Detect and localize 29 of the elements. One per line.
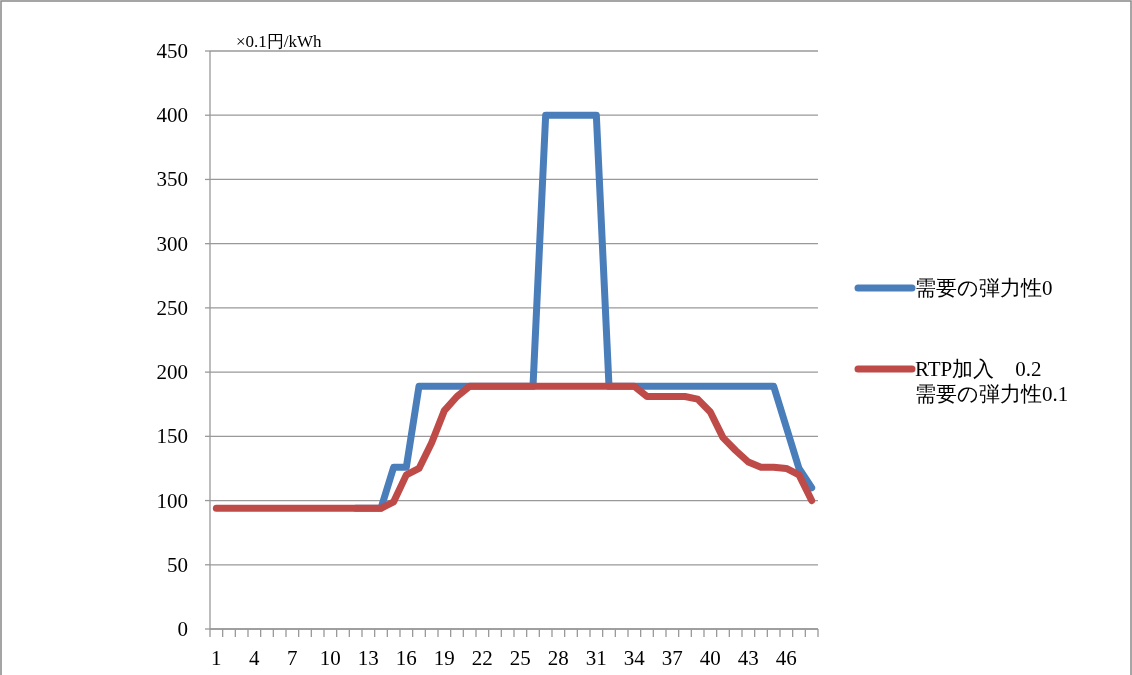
legend-label: RTP加入 0.2 需要の弾力性0.1 bbox=[915, 357, 1069, 406]
x-tick-label: 25 bbox=[509, 646, 531, 670]
x-tick-label: 1 bbox=[211, 646, 222, 670]
x-tick-label: 22 bbox=[471, 646, 493, 670]
x-tick-label: 34 bbox=[623, 646, 646, 670]
x-tick-label: 7 bbox=[287, 646, 298, 670]
x-tick-label: 13 bbox=[357, 646, 379, 670]
y-tick-label: 100 bbox=[156, 488, 188, 513]
x-tick-label: 46 bbox=[775, 646, 797, 670]
y-axis-title: ×0.1円/kWh bbox=[236, 32, 323, 51]
y-tick-label: 350 bbox=[156, 167, 188, 192]
x-tick-label: 16 bbox=[395, 646, 417, 670]
x-tick-label: 19 bbox=[433, 646, 455, 670]
x-tick-label: 43 bbox=[737, 646, 759, 670]
y-tick-label: 50 bbox=[167, 552, 188, 577]
x-tick-label: 31 bbox=[585, 646, 607, 670]
x-tick-label: 37 bbox=[661, 646, 683, 670]
y-tick-label: 200 bbox=[156, 360, 188, 385]
x-tick-label: 28 bbox=[547, 646, 569, 670]
legend-label: 需要の弾力性0 bbox=[915, 276, 1053, 300]
y-tick-label: 250 bbox=[156, 295, 188, 320]
y-tick-label: 0 bbox=[177, 617, 188, 641]
x-tick-label: 4 bbox=[249, 646, 261, 670]
x-tick-label: 40 bbox=[699, 646, 721, 670]
x-tick-label: 10 bbox=[319, 646, 341, 670]
y-tick-label: 450 bbox=[156, 39, 188, 63]
y-tick-label: 300 bbox=[156, 231, 188, 256]
y-tick-label: 400 bbox=[156, 103, 188, 128]
y-tick-label: 150 bbox=[156, 424, 188, 449]
